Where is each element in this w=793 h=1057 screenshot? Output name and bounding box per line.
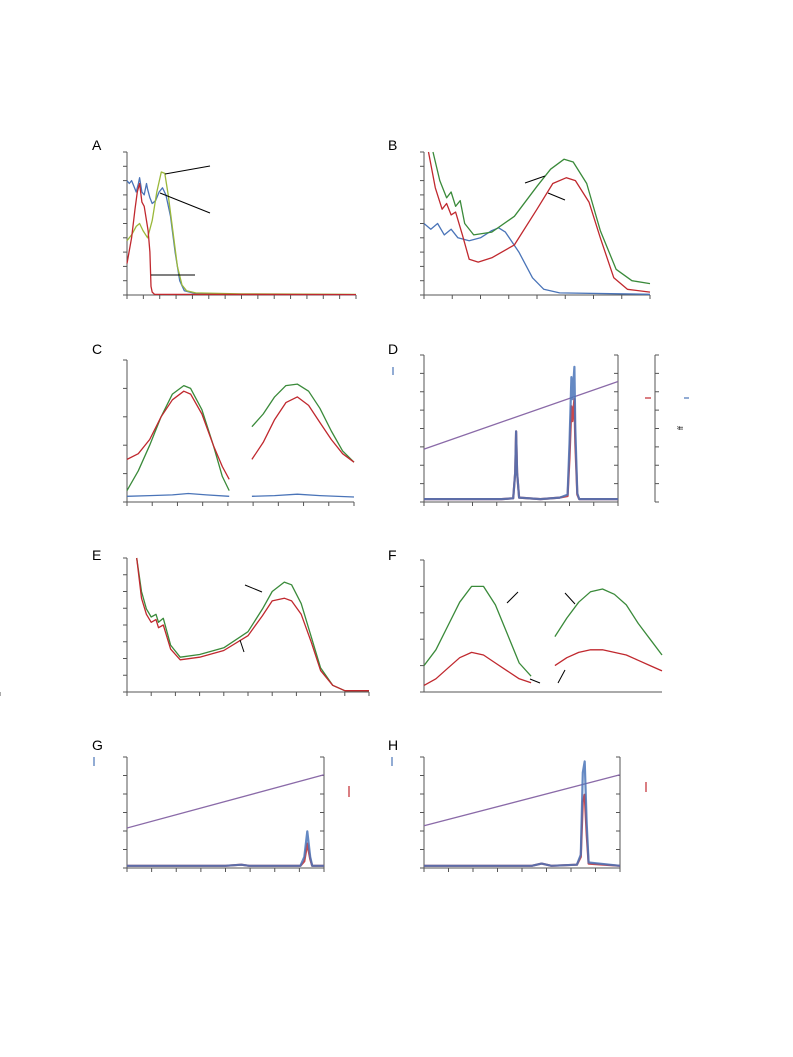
panel-g-series-3 (127, 830, 324, 867)
panel-g-series-2 (127, 842, 324, 867)
panel-b-series-3 (427, 151, 651, 293)
panel-a-annotation-line-1 (164, 165, 211, 175)
panel-label-g: G (92, 737, 103, 753)
panel-h (391, 756, 647, 872)
panel-label-f: F (388, 547, 397, 563)
panel-c-series-3 (126, 492, 230, 497)
panel-b (420, 151, 651, 299)
panel-a (123, 151, 357, 299)
panel-d (392, 354, 689, 506)
panel-d-series-1 (423, 380, 619, 450)
panel-f-annotation-line-4 (557, 669, 566, 684)
panel-f-series-4 (554, 649, 663, 672)
panel-d-right-axis-text: ff (678, 426, 685, 430)
panel-c-series-2 (126, 390, 230, 480)
panel-c-series-1 (126, 384, 230, 491)
panel-a-series-2 (126, 171, 357, 296)
panel-e-annotation-line-1 (244, 584, 263, 593)
panel-label-b: B (388, 137, 397, 153)
panel-d-series-2 (424, 398, 618, 501)
panel-f-series-1 (423, 585, 532, 677)
plots-layer (0, 151, 689, 872)
panel-f-annotation-line-2 (564, 592, 576, 605)
panel-label-d: D (388, 341, 398, 357)
panel-h-series-2 (424, 793, 621, 867)
panel-e-series-2 (136, 557, 369, 692)
panel-f (0, 559, 663, 696)
panel-e (123, 557, 370, 696)
panel-b-annotation-line-1 (524, 175, 546, 184)
panel-h-series-3 (424, 760, 621, 867)
panel-a-annotation-line-2 (159, 192, 211, 214)
panel-f-series-3 (554, 588, 663, 656)
panel-e-annotation-line-2 (239, 639, 245, 653)
panel-c-series-4 (251, 383, 355, 463)
panel-f-series-2 (423, 651, 532, 686)
panel-a-series-3 (126, 182, 357, 296)
panel-c-series-6 (251, 493, 355, 498)
panel-d-series-3 (424, 365, 618, 501)
panel-f-annotation-line-1 (506, 591, 519, 604)
panel-g-series-1 (126, 774, 325, 829)
panel-e-series-1 (136, 557, 369, 692)
panel-c-series-5 (251, 396, 355, 463)
panel-label-c: C (92, 341, 102, 357)
panel-h-series-1 (423, 774, 621, 827)
panel-c (123, 359, 355, 506)
panel-label-a: A (92, 137, 102, 153)
panel-f-annotation-line-3 (529, 678, 541, 684)
panel-b-series-1 (423, 222, 651, 295)
panel-label-h: H (388, 737, 398, 753)
panel-b-series-2 (432, 151, 651, 285)
panel-g (93, 756, 350, 872)
panel-a-series-1 (126, 177, 357, 296)
panel-label-e: E (92, 547, 101, 563)
panel-b-annotation-line-2 (547, 192, 566, 201)
